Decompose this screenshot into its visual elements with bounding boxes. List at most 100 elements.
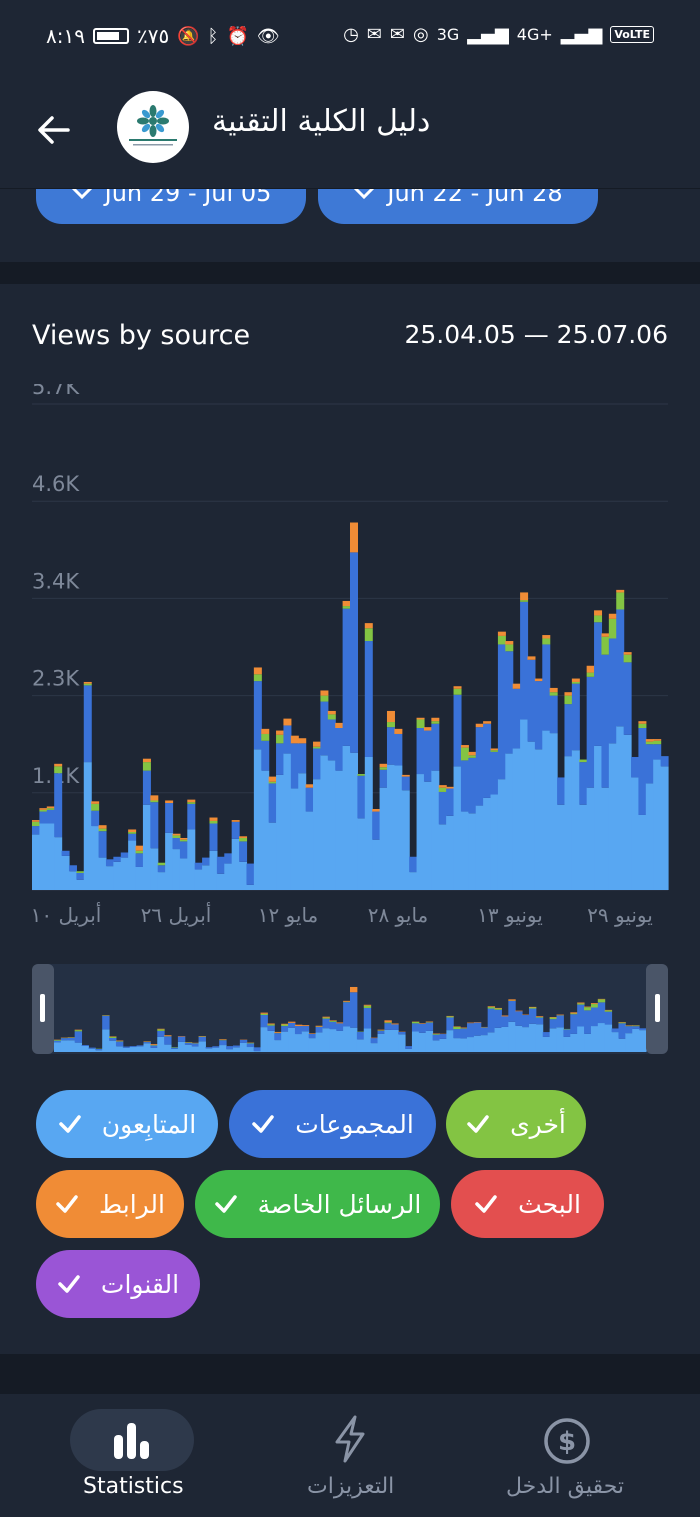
bar-segment (54, 763, 63, 767)
bar-segment (276, 774, 285, 890)
tab-label-statistics: Statistics (83, 1474, 184, 1499)
arrow-left-icon[interactable] (36, 112, 72, 148)
mini-bar-segment (329, 1020, 337, 1022)
bar-segment (460, 760, 469, 812)
legend-chip[interactable]: الرسائل الخاصة (195, 1170, 440, 1238)
mini-bar-segment (274, 1031, 282, 1033)
legend-chip[interactable]: الرابط (36, 1170, 184, 1238)
tab-boosts[interactable]: التعزيزات (233, 1394, 466, 1517)
bar-segment (512, 683, 521, 689)
mini-bar-segment (157, 1036, 165, 1052)
bar-segment (490, 748, 499, 751)
mini-bar-segment (301, 1026, 310, 1032)
bar-segment (623, 734, 632, 890)
bar-segment (39, 823, 48, 890)
mini-bar-segment (590, 1007, 599, 1027)
bar-segment (76, 872, 85, 880)
mini-bar-segment (129, 1046, 138, 1048)
mini-bar-segment (157, 1028, 165, 1030)
bar-segment (564, 704, 573, 757)
bar-segment (623, 654, 632, 663)
bar-segment (150, 800, 159, 803)
mini-bar-segment (632, 1028, 640, 1052)
bar-segment (253, 681, 262, 750)
legend-chip-label: المجموعات (295, 1109, 414, 1139)
bar-segment (564, 692, 573, 696)
mini-bar-segment (577, 1004, 585, 1027)
bar-segment (601, 633, 610, 637)
mini-bar-segment (487, 1006, 496, 1008)
bar-segment (187, 803, 196, 830)
bar-segment (475, 727, 484, 806)
mini-bar-segment (260, 1027, 268, 1052)
bar-segment (157, 862, 166, 866)
bar-segment (571, 750, 580, 890)
mini-bar-segment (315, 1032, 323, 1052)
bar-segment (542, 644, 551, 731)
legend-chip[interactable]: المجموعات (229, 1090, 436, 1158)
mini-bar-segment (425, 1022, 434, 1031)
bar-segment (39, 809, 48, 812)
mini-bar-segment (487, 1007, 496, 1009)
bluetooth-icon: ᛒ (207, 25, 219, 47)
bar-segment (527, 656, 536, 660)
legend-chip[interactable]: المتابِعون (36, 1090, 218, 1158)
mini-bar-segment (157, 1029, 165, 1031)
bar-segment (505, 753, 514, 890)
mini-bar-segment (611, 1028, 619, 1033)
mini-bar-segment (363, 1007, 372, 1029)
mini-bar-segment (150, 1044, 158, 1046)
legend-chip[interactable]: البحث (451, 1170, 604, 1238)
bar-segment (276, 743, 285, 775)
bar-segment (416, 719, 425, 728)
mini-bar-segment (246, 1042, 255, 1044)
channel-avatar[interactable] (117, 91, 189, 163)
mini-bar-segment (198, 1041, 206, 1052)
mini-bar-segment (467, 1037, 475, 1052)
mini-bar-segment (501, 1015, 509, 1017)
bar-segment (372, 809, 381, 812)
mini-bar-segment (336, 1030, 344, 1052)
mini-bar-segment (246, 1047, 255, 1052)
mini-bar-segment (535, 1017, 544, 1025)
bar-segment (534, 681, 543, 750)
mini-bar-segment (115, 1046, 124, 1052)
legend-chip[interactable]: أخرى (446, 1090, 586, 1158)
bar-segment (468, 757, 477, 814)
mini-bar-segment (67, 1040, 76, 1052)
tab-statistics[interactable]: Statistics (15, 1394, 248, 1517)
bar-segment (549, 692, 558, 696)
mini-bar-segment (281, 1026, 289, 1032)
bar-segment (534, 749, 543, 890)
mini-bar-segment (226, 1049, 234, 1052)
bar-segment (224, 853, 233, 864)
bar-segment (431, 770, 440, 890)
mini-bar-segment (590, 1026, 599, 1052)
tab-monetization[interactable]: $ تحقيق الدخل (466, 1394, 699, 1517)
bar-segment (357, 774, 366, 776)
bar-segment (631, 777, 640, 890)
alarm-icon: ⏰ (226, 25, 249, 47)
mini-bar-segment (398, 1031, 406, 1035)
bar-segment (105, 859, 114, 867)
bar-segment (571, 681, 580, 684)
mini-bar-segment (219, 1039, 227, 1040)
mini-bar-segment (549, 1017, 558, 1020)
mini-bar-segment (590, 1004, 599, 1008)
legend-chip[interactable]: القنوات (36, 1250, 200, 1318)
bar-segment (305, 811, 314, 890)
mini-bar-segment (432, 1034, 440, 1041)
mini-bar-segment (570, 1014, 578, 1034)
mini-bar-segment (549, 1028, 558, 1052)
bar-segment (76, 879, 85, 890)
range-navigator[interactable] (0, 960, 700, 1056)
mini-bar-segment (267, 1023, 275, 1025)
signal-icon-2: ▂▄▆ (560, 24, 603, 45)
eye-icon: 👁 (256, 25, 280, 47)
bar-segment (335, 722, 344, 728)
mini-bar-segment (494, 1007, 502, 1009)
x-tick-label: مايو ١٢ (258, 903, 319, 927)
bar-segment (468, 751, 477, 756)
mini-bar-segment (54, 1040, 62, 1043)
